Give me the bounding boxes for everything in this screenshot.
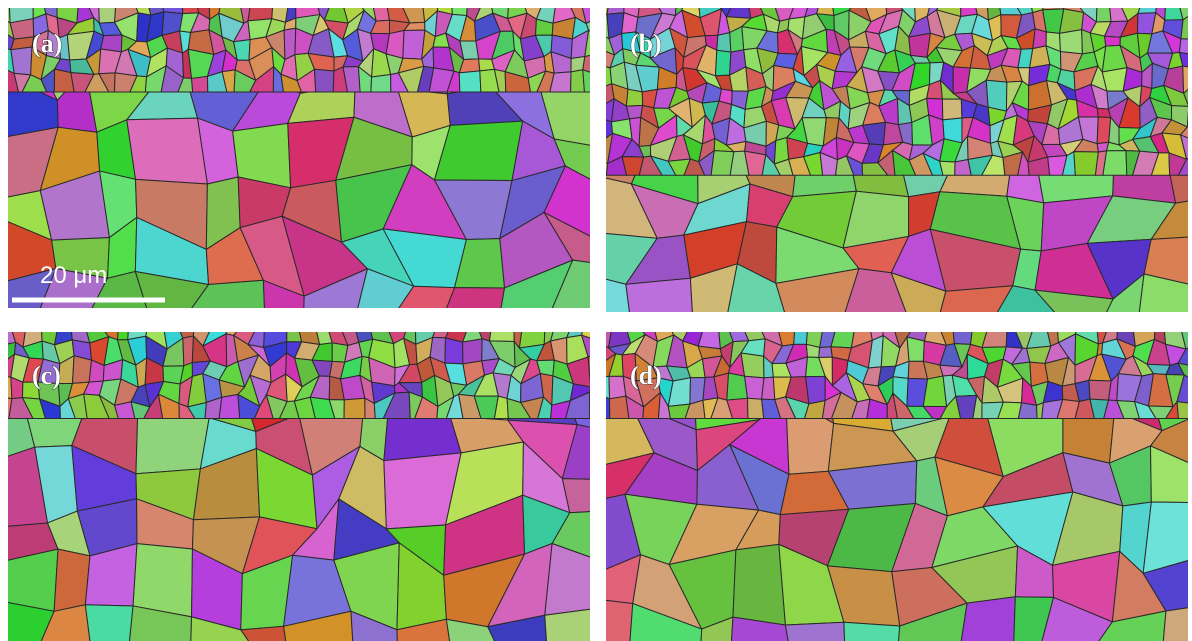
grain [596, 376, 610, 398]
grain [85, 605, 133, 641]
grain [571, 70, 585, 92]
grain [745, 376, 764, 399]
grain [741, 353, 764, 378]
grain [715, 50, 730, 76]
grain [1138, 0, 1157, 13]
panel-d-map [586, 312, 1192, 641]
grain [961, 0, 978, 17]
grain [219, 394, 240, 418]
grain [986, 80, 1007, 111]
grain [459, 71, 481, 92]
grain [192, 76, 208, 92]
grain [1177, 402, 1192, 419]
grain [785, 622, 845, 641]
grain [182, 0, 198, 14]
panel-label: (c) [32, 361, 61, 390]
grain [127, 118, 208, 184]
grain [626, 105, 642, 118]
grain [626, 89, 642, 106]
grain [982, 322, 1007, 348]
grain [344, 398, 365, 418]
grain [460, 41, 479, 60]
grain [586, 598, 633, 641]
grain [315, 69, 334, 92]
grain [1089, 380, 1111, 400]
grain [489, 322, 514, 342]
grain [999, 0, 1022, 15]
panel-label: (a) [32, 29, 62, 58]
grain [907, 337, 924, 361]
grain [133, 544, 192, 617]
grain [1105, 36, 1121, 46]
grain [806, 376, 826, 403]
grain [844, 622, 900, 641]
grain [562, 479, 610, 513]
grain [952, 322, 973, 344]
grain [726, 0, 751, 18]
grain [1074, 152, 1099, 176]
grain [371, 75, 391, 92]
grain [1103, 151, 1127, 176]
grain [1137, 274, 1192, 332]
grain [0, 376, 12, 399]
grain [118, 322, 129, 340]
grain [54, 549, 90, 611]
panel-label: (d) [630, 361, 662, 390]
grain [748, 398, 764, 418]
grain [817, 0, 834, 15]
grain [762, 377, 775, 400]
grain [452, 0, 468, 16]
grain [1187, 105, 1192, 127]
grain [72, 356, 91, 384]
grain [1183, 66, 1192, 93]
grain [1043, 0, 1064, 10]
grain [1018, 403, 1037, 419]
grain [248, 0, 273, 21]
grain [99, 0, 117, 23]
panel-label: (b) [630, 29, 662, 58]
grain [717, 33, 731, 53]
grain [1096, 0, 1111, 22]
grain [596, 159, 608, 176]
grain [1060, 30, 1083, 54]
grain [626, 278, 694, 332]
grain [403, 30, 425, 59]
grain [0, 0, 10, 23]
grain [588, 354, 600, 387]
grain [607, 0, 624, 14]
grain [583, 70, 600, 92]
scale-bar-label: 20 μm [40, 262, 107, 289]
grain [958, 597, 1015, 641]
grain [590, 375, 600, 394]
figure: 20 μm (a) (b) (c) (d) [0, 0, 1192, 641]
grain [136, 415, 209, 474]
grain [819, 347, 833, 358]
grain [733, 544, 785, 625]
grain [11, 47, 32, 75]
grain [590, 392, 600, 418]
grain [10, 19, 34, 39]
grain [698, 322, 720, 349]
grain [794, 322, 808, 344]
grain [287, 322, 302, 342]
grain [519, 322, 545, 348]
grain [1033, 29, 1047, 49]
grain [942, 99, 962, 120]
panel-c-map [0, 312, 610, 641]
page: 20 μm (a) (b) (c) (d) (() => { const dat… [0, 0, 1192, 641]
panel-b-map [586, 0, 1192, 332]
grain [545, 543, 610, 615]
grain [445, 338, 463, 364]
grain [463, 339, 482, 364]
